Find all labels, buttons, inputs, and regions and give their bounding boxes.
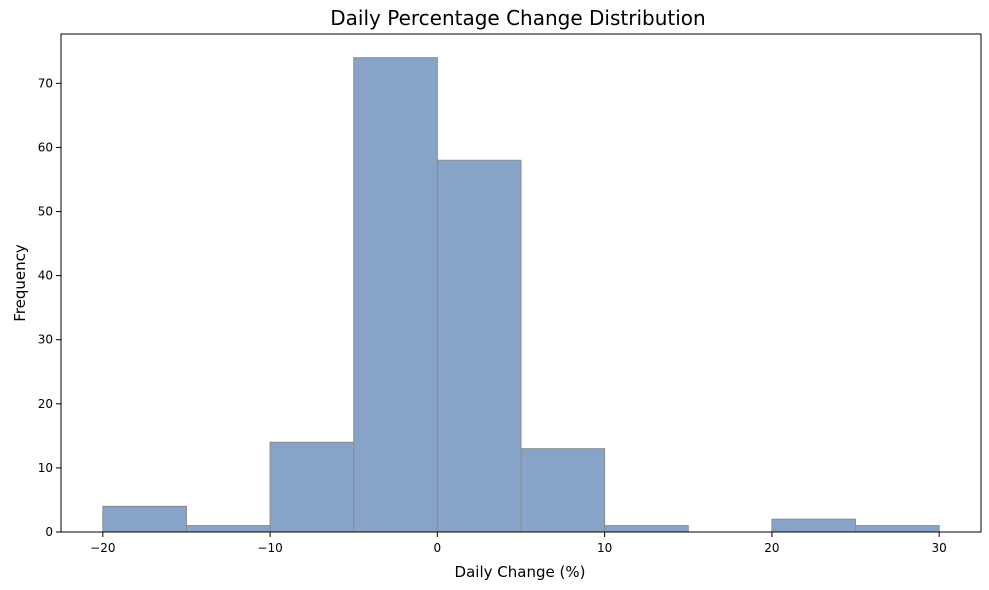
- histogram-bar-2: [269, 441, 355, 533]
- x-tick-label: 10: [597, 541, 612, 555]
- y-tick-label: 40: [38, 269, 53, 283]
- histogram-bar-5: [520, 448, 606, 533]
- histogram-bar-9: [855, 525, 940, 533]
- y-tick-label: 10: [38, 461, 53, 475]
- x-axis: −20 −10 0 10 20 30: [90, 532, 947, 555]
- x-tick-label: 20: [764, 541, 779, 555]
- histogram-bar-3: [353, 57, 438, 533]
- y-tick-label: 70: [38, 76, 53, 90]
- x-tick-label: 30: [932, 541, 947, 555]
- histogram-bar-6: [604, 525, 689, 533]
- plot-area-frame: [60, 33, 982, 533]
- y-axis-label: Frequency: [11, 244, 29, 322]
- y-tick-label: 20: [38, 397, 53, 411]
- x-axis-label: Daily Change (%): [455, 563, 586, 581]
- y-tick-label: 30: [38, 333, 53, 347]
- chart-title: Daily Percentage Change Distribution: [330, 6, 705, 30]
- histogram-bar-4: [436, 159, 522, 533]
- bars-group: [102, 57, 940, 533]
- histogram-bar-1: [185, 525, 271, 533]
- y-tick-label: 60: [38, 140, 53, 154]
- y-axis: 0 10 20 30 40 50 60 70: [38, 76, 61, 539]
- x-tick-label: −20: [90, 541, 115, 555]
- x-tick-label: −10: [257, 541, 282, 555]
- histogram-bar-8: [771, 518, 857, 533]
- histogram-bar-0: [102, 505, 187, 533]
- y-tick-label: 50: [38, 205, 53, 219]
- x-tick-label: 0: [434, 541, 442, 555]
- y-tick-label: 0: [45, 525, 53, 539]
